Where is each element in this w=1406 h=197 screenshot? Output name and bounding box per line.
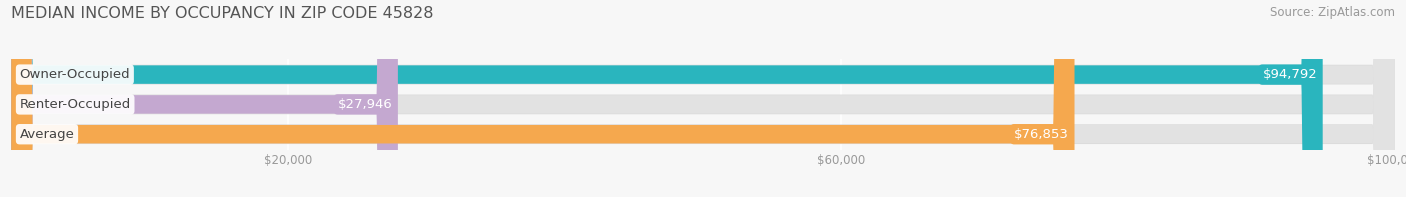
FancyBboxPatch shape: [11, 0, 1323, 197]
Text: MEDIAN INCOME BY OCCUPANCY IN ZIP CODE 45828: MEDIAN INCOME BY OCCUPANCY IN ZIP CODE 4…: [11, 6, 433, 21]
Text: Renter-Occupied: Renter-Occupied: [20, 98, 131, 111]
FancyBboxPatch shape: [11, 0, 1395, 197]
Text: $76,853: $76,853: [1014, 128, 1069, 141]
FancyBboxPatch shape: [11, 0, 1395, 197]
FancyBboxPatch shape: [11, 0, 1395, 197]
FancyBboxPatch shape: [11, 0, 1395, 197]
FancyBboxPatch shape: [11, 0, 1074, 197]
Text: Owner-Occupied: Owner-Occupied: [20, 68, 131, 81]
FancyBboxPatch shape: [11, 0, 1395, 197]
Text: $27,946: $27,946: [337, 98, 392, 111]
FancyBboxPatch shape: [11, 0, 398, 197]
Text: Source: ZipAtlas.com: Source: ZipAtlas.com: [1270, 6, 1395, 19]
FancyBboxPatch shape: [11, 0, 1395, 197]
Text: Average: Average: [20, 128, 75, 141]
Text: $94,792: $94,792: [1263, 68, 1317, 81]
